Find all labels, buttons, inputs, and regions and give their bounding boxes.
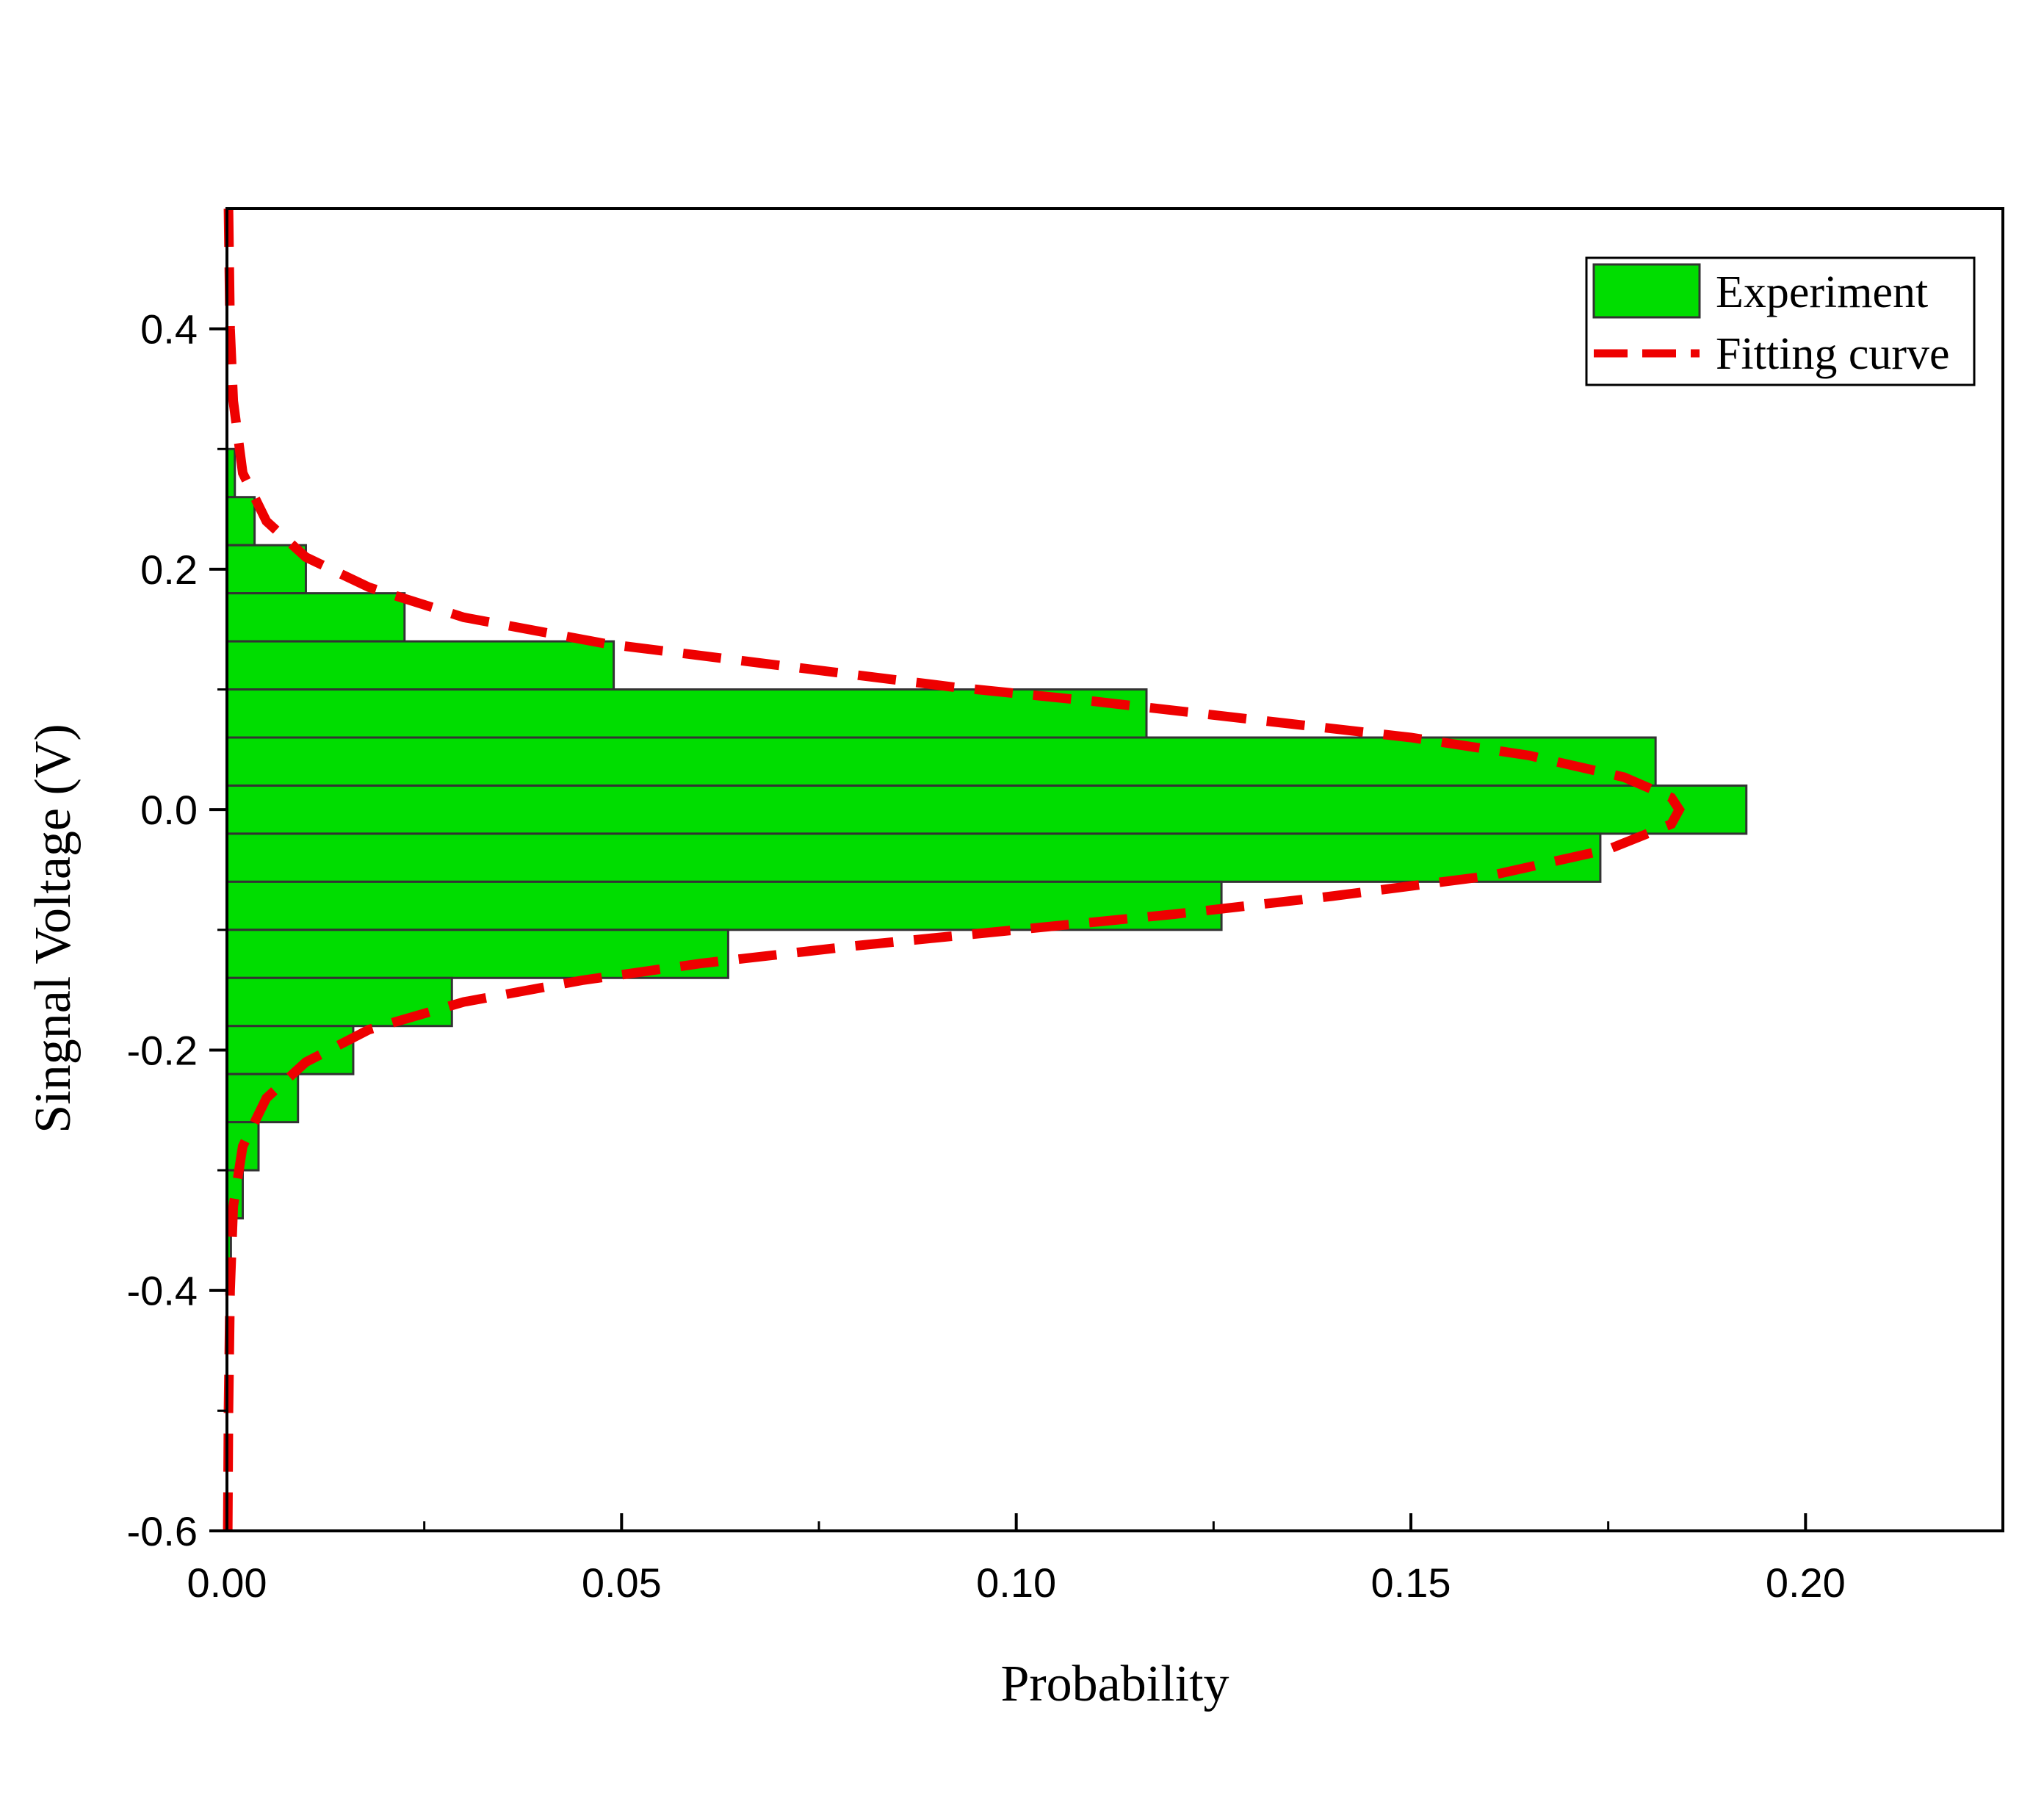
y-tick-label: 0.2 (140, 547, 198, 593)
x-tick-label: 0.15 (1371, 1560, 1451, 1606)
experiment-bar (225, 784, 1748, 835)
legend: Experiment Fitting curve (1585, 256, 1976, 386)
y-axis-title: Singnal Voltage (V) (25, 724, 82, 1133)
experiment-bar (225, 832, 1602, 883)
experiment-bar (225, 1025, 355, 1075)
experiment-bar (225, 496, 256, 547)
y-tick-label: 0.4 (140, 306, 198, 353)
experiment-bar (225, 640, 615, 691)
x-tick-label: 0.20 (1766, 1560, 1846, 1606)
experiment-bar (225, 544, 307, 595)
plot-frame (225, 207, 2004, 1532)
x-axis: 0.00 0.05 0.10 0.15 0.20 (187, 1513, 1846, 1606)
experiment-bar (225, 592, 406, 643)
y-tick-label: -0.4 (127, 1268, 198, 1314)
fitting-curve-line (223, 208, 1685, 1532)
experiment-bars (225, 447, 1748, 1268)
legend-label-experiment: Experiment (1716, 267, 1928, 317)
x-tick-label: 0.10 (976, 1560, 1056, 1606)
legend-swatch-experiment (1592, 263, 1701, 319)
y-tick-label: 0.0 (140, 787, 198, 833)
x-tick-label: 0.05 (582, 1560, 662, 1606)
legend-label-fitting-curve: Fitting curve (1716, 329, 1950, 379)
experiment-bar (225, 736, 1657, 787)
x-tick-label: 0.00 (187, 1560, 267, 1606)
y-axis: -0.6 -0.4 -0.2 0.0 0.2 0.4 (127, 306, 227, 1554)
x-axis-title: Probability (1000, 1656, 1229, 1712)
y-tick-label: -0.2 (127, 1027, 198, 1073)
experiment-bar (225, 880, 1223, 931)
y-tick-label: -0.6 (127, 1508, 198, 1554)
